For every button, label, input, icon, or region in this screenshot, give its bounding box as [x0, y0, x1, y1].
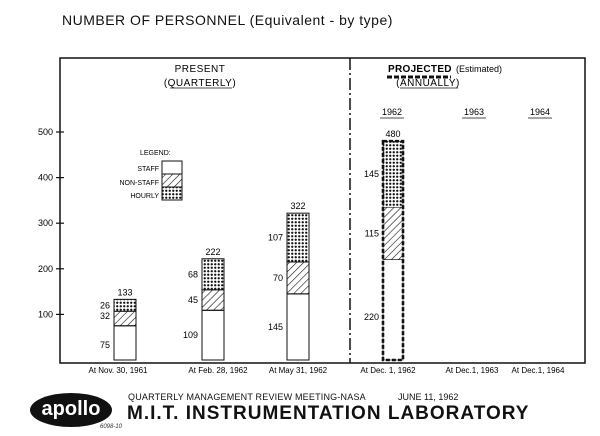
present-sub-label: (QUARTERLY): [164, 78, 236, 89]
bar-segment-hourly: [201, 258, 225, 291]
legend-label-non-staff: NON-STAFF: [119, 180, 159, 187]
document-code: 6098-10: [100, 424, 123, 430]
y-tick-label: 300: [38, 218, 53, 228]
bar-value-label: 26: [100, 300, 110, 310]
bar-segment-non-staff: [113, 310, 137, 327]
legend-swatch-staff: [161, 160, 183, 175]
x-tick-label: At Nov. 30, 1961: [89, 366, 149, 375]
projected-label: PROJECTED: [388, 64, 452, 75]
legend-swatch-non-staff: [161, 173, 183, 188]
legend-swatch-hourly: [161, 186, 183, 201]
plot-frame: [59, 57, 586, 364]
apollo-logo: apollo: [30, 393, 112, 427]
y-tick-label: 500: [38, 127, 53, 137]
y-axis: 100 200 300 400 500: [38, 127, 64, 319]
personnel-chart: PRESENT (QUARTERLY) PROJECTED (Estimated…: [38, 57, 586, 375]
year-label: 1962: [382, 107, 402, 117]
bar-value-label: 75: [100, 340, 110, 350]
chart-title: NUMBER OF PERSONNEL (Equivalent - by typ…: [62, 12, 393, 28]
bar-value-label: 109: [183, 330, 198, 340]
projected-sub-label: (ANNUALLY): [396, 78, 460, 89]
bar-segment-staff: [201, 309, 225, 361]
bar-segment-hourly: [286, 212, 310, 263]
bar-total-label: 133: [117, 287, 132, 297]
bar-value-label: 70: [273, 273, 283, 283]
x-tick-label: At Dec.1, 1963: [446, 366, 499, 375]
bar-value-label: 145: [364, 169, 379, 179]
legend-label-hourly: HOURLY: [130, 193, 159, 200]
x-axis-labels: At Nov. 30, 1961 At Feb. 28, 1962 At May 3…: [89, 366, 566, 375]
y-tick-label: 400: [38, 173, 53, 183]
lab-name: M.I.T. INSTRUMENTATION LABORATORY: [127, 403, 530, 424]
bar-value-label: 220: [364, 312, 379, 322]
y-tick-label: 200: [38, 264, 53, 274]
bar-value-label: 45: [188, 295, 198, 305]
meeting-name: QUARTERLY MANAGEMENT REVIEW MEETING-NASA: [128, 392, 366, 402]
bar-segment-hourly: [113, 298, 137, 312]
bar-value-label: 115: [365, 228, 379, 238]
bar-segment-non-staff: [201, 289, 225, 311]
bar-segment-staff: [286, 293, 310, 361]
bar-value-label: 68: [188, 269, 198, 279]
legend-title: LEGEND:: [140, 150, 171, 157]
x-tick-label: At Dec.1, 1964: [512, 366, 565, 375]
bar-segment-non-staff: [382, 206, 404, 260]
bar-segment-non-staff: [286, 261, 310, 295]
bar-value-label: 145: [268, 322, 283, 332]
x-tick-label: At May 31, 1962: [269, 366, 328, 375]
bar-total-label: 480: [385, 129, 400, 139]
y-tick-label: 100: [38, 309, 53, 319]
meeting-date: JUNE 11, 1962: [398, 392, 459, 402]
x-tick-label: At Feb. 28, 1962: [188, 366, 248, 375]
projected-bar-outline: [381, 139, 405, 362]
year-labels: 1962 1963 1964: [380, 107, 552, 119]
year-label: 1963: [464, 107, 484, 117]
year-label: 1964: [530, 107, 550, 117]
bar-value-label: 32: [100, 311, 110, 321]
legend: LEGEND: STAFF NON-STAFF HOURLY: [119, 150, 183, 201]
projected-estimated-label: (Estimated): [456, 64, 502, 74]
bar-total-label: 322: [290, 201, 305, 211]
bar-value-label: 107: [268, 233, 283, 243]
bar-segment-staff: [113, 325, 137, 361]
bar-segment-staff: [382, 259, 404, 361]
legend-label-staff: STAFF: [137, 166, 159, 173]
x-tick-label: At Dec. 1, 1962: [360, 366, 416, 375]
bar-total-label: 222: [205, 247, 220, 257]
present-label: PRESENT: [175, 64, 226, 75]
bar-segment-hourly: [382, 140, 404, 208]
